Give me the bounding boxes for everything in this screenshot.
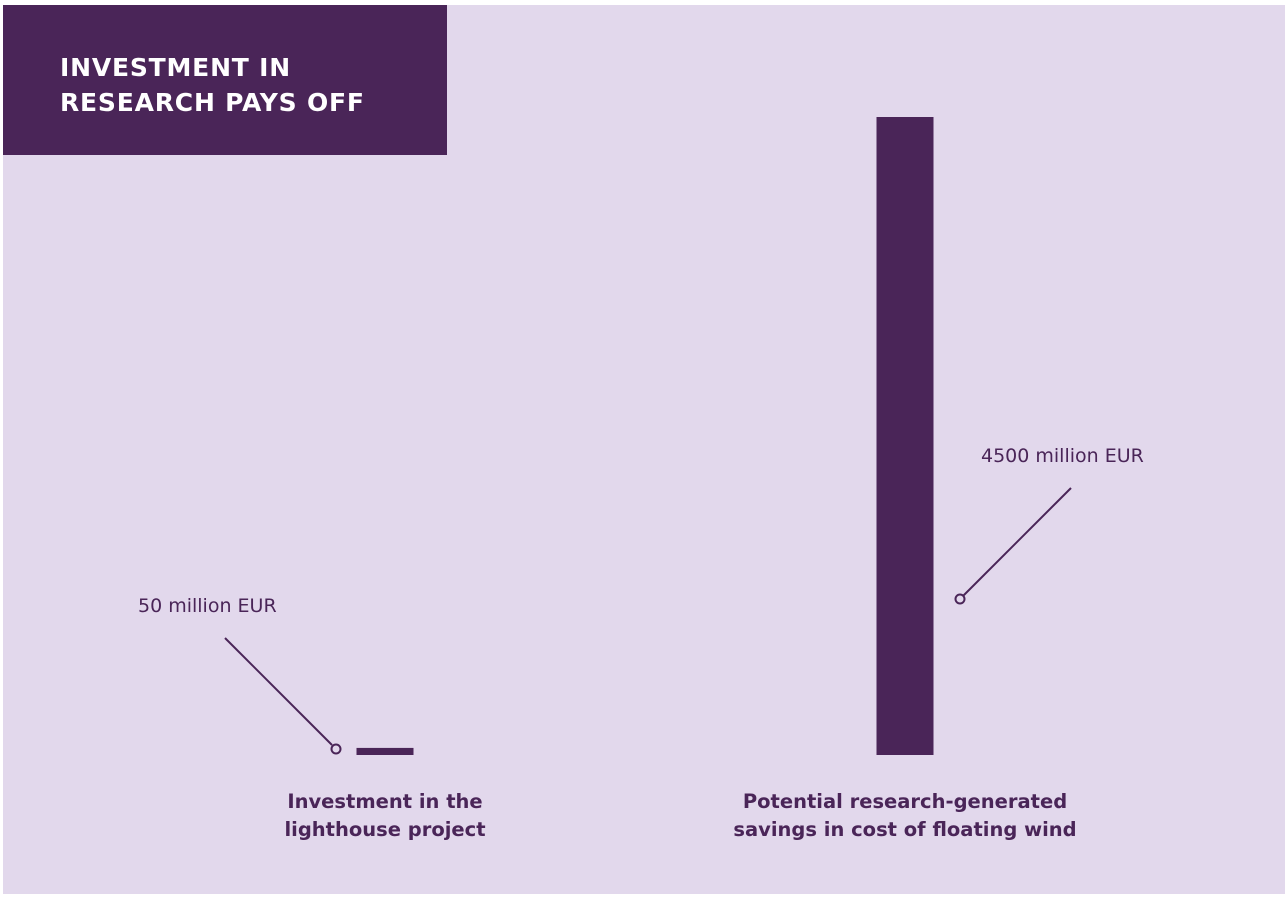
value-leader-dot-2 (954, 593, 966, 605)
category-label-1-line-1: Investment in the (287, 790, 482, 813)
category-label-2-line-2: savings in cost of floating wind (733, 818, 1076, 841)
chart-panel: INVESTMENT IN RESEARCH PAYS OFF (3, 5, 1285, 894)
chart-title: INVESTMENT IN RESEARCH PAYS OFF (60, 53, 365, 117)
category-label-2-line-1: Potential research-generated (743, 790, 1067, 813)
category-label-1: Investment in the lighthouse project (284, 790, 485, 841)
category-label-1-line-2: lighthouse project (284, 818, 485, 841)
bar-1 (356, 747, 414, 755)
value-leader-line-2 (962, 487, 1072, 597)
value-label-2: 4500 million EUR (981, 445, 1144, 467)
category-label-2: Potential research-generated savings in c… (733, 790, 1076, 841)
title-banner: INVESTMENT IN RESEARCH PAYS OFF (3, 5, 447, 155)
value-leader-line-1 (224, 637, 333, 746)
value-label-1: 50 million EUR (138, 595, 277, 617)
bar-2 (876, 117, 934, 755)
value-leader-dot-1 (330, 743, 342, 755)
